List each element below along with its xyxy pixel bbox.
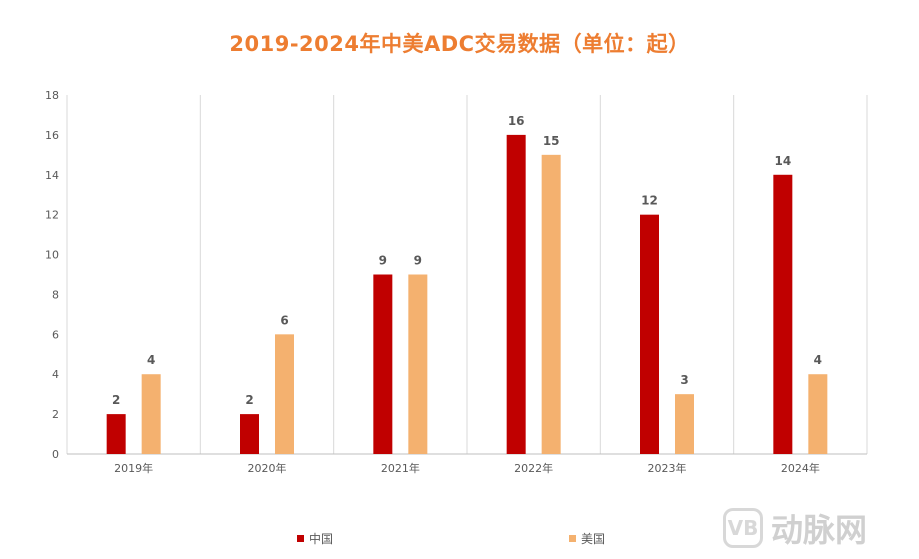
data-label: 3 [680,373,688,387]
chart-title: 2019-2024年中美ADC交易数据（单位：起） [229,32,690,56]
y-tick-label: 16 [45,129,59,142]
data-label: 6 [280,313,288,327]
y-tick-label: 10 [45,249,59,262]
y-tick-label: 6 [52,328,59,341]
legend-swatch-usa [569,535,576,542]
bar-china [773,174,793,454]
bar-china [373,274,393,454]
data-label: 2 [112,393,120,407]
y-tick-label: 0 [52,448,59,461]
x-tick-label: 2022年 [514,461,553,475]
legend-item-china[interactable]: 中国 [297,530,333,547]
data-label: 12 [641,194,658,208]
y-tick-label: 12 [45,209,59,222]
y-tick-label: 2 [52,408,59,421]
watermark-text: 动脉网 [771,511,868,549]
data-label: 2 [245,393,253,407]
y-tick-label: 8 [52,288,59,301]
bar-china [240,414,259,454]
bar-usa [408,274,428,454]
bar-china [106,414,126,454]
data-label: 9 [414,254,422,268]
bar-china [506,134,526,454]
x-tick-label: 2023年 [648,461,687,475]
y-tick-label: 4 [52,368,59,381]
x-tick-label: 2024年 [781,461,820,475]
data-label: 14 [774,154,791,168]
bar-usa [541,154,561,455]
legend-item-usa[interactable]: 美国 [569,530,605,547]
vb-logo-icon: VB [723,508,763,548]
x-tick-label: 2019年 [114,461,153,475]
legend-swatch-china [297,535,304,542]
bar-china [640,214,659,454]
bar-usa [675,394,694,454]
data-label: 16 [508,114,525,128]
data-label: 15 [543,134,560,148]
data-label: 4 [147,353,155,367]
legend-label-china: 中国 [309,532,334,546]
x-tick-label: 2021年 [381,461,420,475]
y-tick-label: 14 [45,169,59,182]
bar-usa [141,374,161,454]
y-tick-label: 18 [45,89,59,102]
x-tick-label: 2020年 [248,461,287,475]
bar-usa [808,374,828,454]
data-label: 4 [814,353,822,367]
legend-label-usa: 美国 [581,532,606,546]
data-label: 9 [379,254,387,268]
bar-usa [275,334,294,454]
watermark: VB 动脉网 [723,505,867,551]
